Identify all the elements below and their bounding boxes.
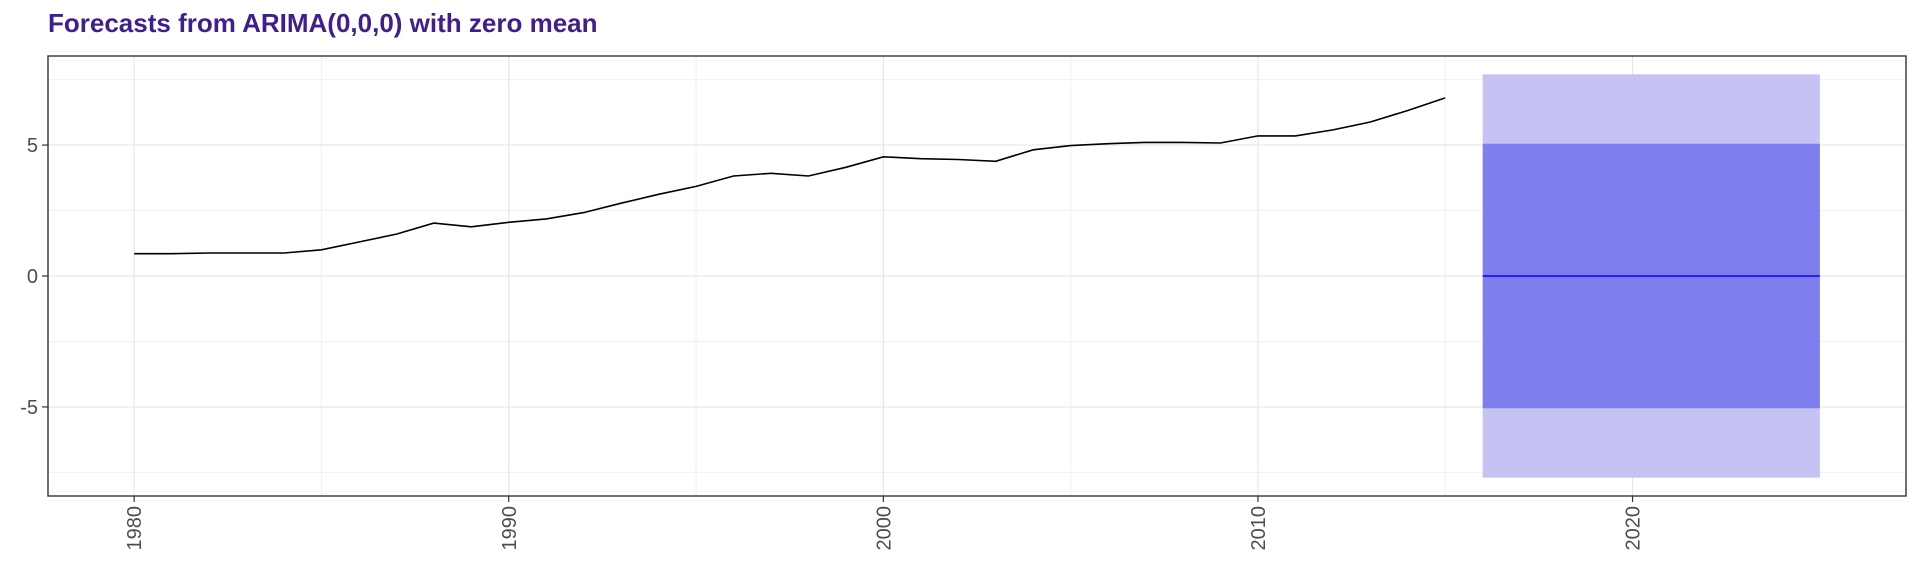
- y-tick-label: 0: [27, 266, 38, 288]
- y-tick-label: 5: [27, 135, 38, 157]
- history-line: [134, 97, 1446, 255]
- x-tick-label: 2020: [1623, 506, 1645, 551]
- chart-title: Forecasts from ARIMA(0,0,0) with zero me…: [48, 8, 598, 38]
- x-tick-label: 1980: [124, 506, 146, 551]
- y-tick-label: -5: [20, 397, 38, 419]
- x-tick-label: 2010: [1248, 506, 1270, 551]
- x-tick-label: 1990: [499, 506, 521, 551]
- x-tick-label: 2000: [873, 506, 895, 551]
